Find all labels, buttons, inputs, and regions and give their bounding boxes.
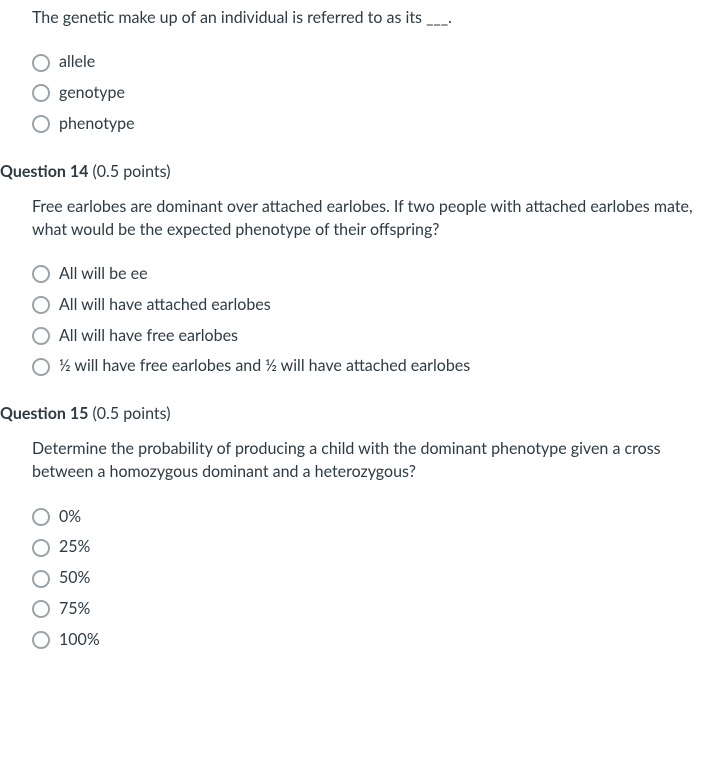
option-row[interactable]: All will be ee xyxy=(32,259,148,290)
question-13-text: The genetic make up of an individual is … xyxy=(32,6,702,29)
option-label: All will have attached earlobes xyxy=(59,295,271,316)
option-row[interactable]: All will have attached earlobes xyxy=(32,290,271,321)
option-label: phenotype xyxy=(59,114,135,135)
radio-icon[interactable] xyxy=(32,600,50,618)
radio-icon[interactable] xyxy=(32,508,50,526)
question-14-header: Question 14 (0.5 points) xyxy=(0,162,702,181)
option-label: 75% xyxy=(59,599,90,620)
option-row[interactable]: All will have free earlobes xyxy=(32,321,238,352)
option-row[interactable]: 0% xyxy=(32,502,81,533)
radio-icon[interactable] xyxy=(32,570,50,588)
option-label: allele xyxy=(59,52,95,73)
radio-icon[interactable] xyxy=(32,631,50,649)
option-label: 25% xyxy=(59,537,90,558)
option-row[interactable]: 50% xyxy=(32,563,90,594)
option-label: 100% xyxy=(59,630,100,651)
question-15-header: Question 15 (0.5 points) xyxy=(0,404,702,423)
radio-icon[interactable] xyxy=(32,296,50,314)
question-14-options: All will be ee All will have attached ea… xyxy=(32,259,702,382)
option-label: 0% xyxy=(59,507,81,528)
radio-icon[interactable] xyxy=(32,358,50,376)
option-label: genotype xyxy=(59,83,125,104)
radio-icon[interactable] xyxy=(32,84,50,102)
radio-icon[interactable] xyxy=(32,115,50,133)
option-row[interactable]: ½ will have free earlobes and ½ will hav… xyxy=(32,351,470,382)
question-15-text: Determine the probability of producing a… xyxy=(32,437,702,483)
option-row[interactable]: genotype xyxy=(32,78,125,109)
option-label: ½ will have free earlobes and ½ will hav… xyxy=(59,356,470,377)
radio-icon[interactable] xyxy=(32,265,50,283)
option-row[interactable]: 75% xyxy=(32,594,90,625)
question-14-text: Free earlobes are dominant over attached… xyxy=(32,195,702,241)
option-label: All will have free earlobes xyxy=(59,326,238,347)
question-14-body: Free earlobes are dominant over attached… xyxy=(18,195,702,383)
quiz-container: The genetic make up of an individual is … xyxy=(0,6,720,694)
radio-icon[interactable] xyxy=(32,539,50,557)
question-13-options: allele genotype phenotype xyxy=(32,47,702,139)
question-15-options: 0% 25% 50% 75% 100% xyxy=(32,502,702,656)
question-points: (0.5 points) xyxy=(93,404,171,423)
question-points: (0.5 points) xyxy=(93,162,171,181)
question-number: Question 15 xyxy=(0,404,88,423)
option-row[interactable]: phenotype xyxy=(32,109,135,140)
question-15-body: Determine the probability of producing a… xyxy=(18,437,702,655)
radio-icon[interactable] xyxy=(32,327,50,345)
option-row[interactable]: allele xyxy=(32,47,95,78)
option-label: 50% xyxy=(59,568,90,589)
question-13-body: The genetic make up of an individual is … xyxy=(18,6,702,140)
option-row[interactable]: 100% xyxy=(32,625,100,656)
question-number: Question 14 xyxy=(0,162,88,181)
option-row[interactable]: 25% xyxy=(32,532,90,563)
option-label: All will be ee xyxy=(59,264,148,285)
radio-icon[interactable] xyxy=(32,54,50,72)
